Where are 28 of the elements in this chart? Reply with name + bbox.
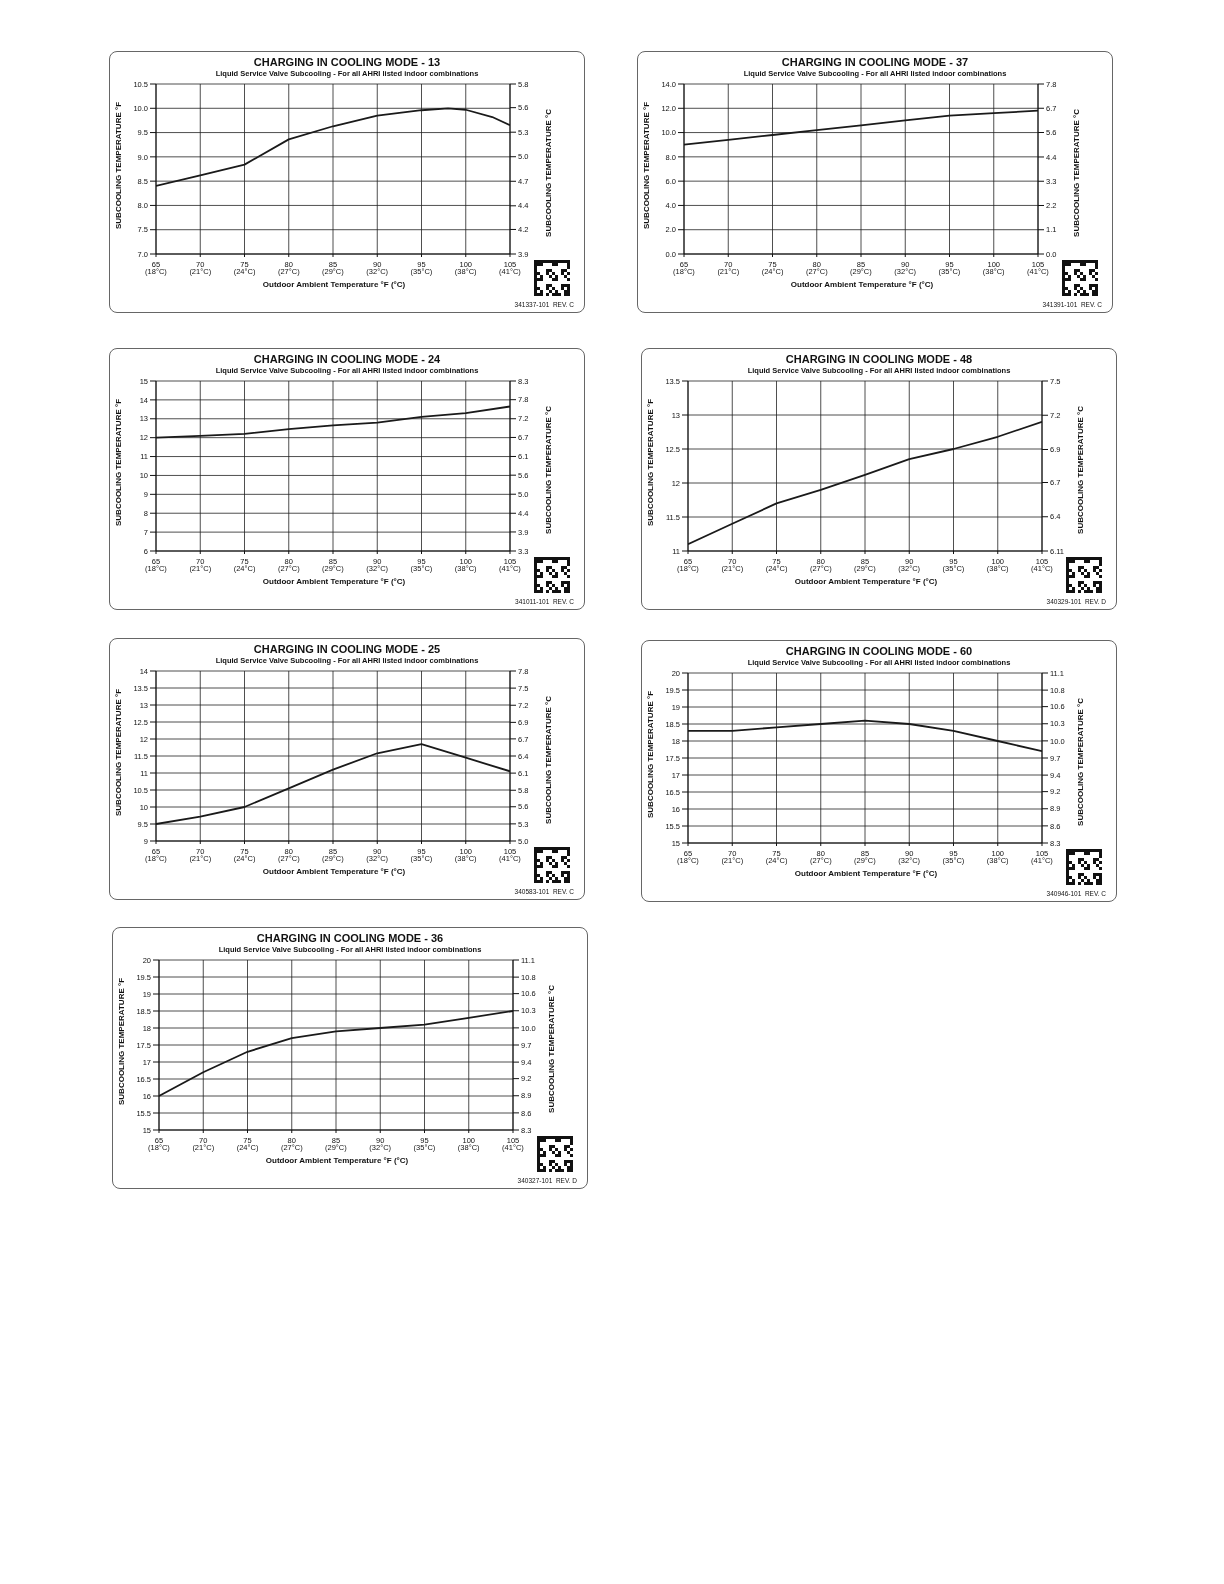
x-axis-title: Outdoor Ambient Temperature °F (°C)	[261, 867, 407, 876]
chart-title: CHARGING IN COOLING MODE - 25	[252, 643, 442, 655]
y2-axis-title: SUBCOOLING TEMPERATURE °C	[546, 984, 556, 1113]
chart-title: CHARGING IN COOLING MODE - 24	[252, 353, 442, 365]
y2-axis-title: SUBCOOLING TEMPERATURE °C	[1075, 405, 1085, 534]
y-axis-title: SUBCOOLING TEMPERATURE °F	[645, 398, 655, 526]
y-axis-title: SUBCOOLING TEMPERATURE °F	[645, 690, 655, 818]
chart-title: CHARGING IN COOLING MODE - 36	[255, 932, 445, 944]
y2-axis-title: SUBCOOLING TEMPERATURE °C	[1071, 108, 1081, 237]
x-axis-title: Outdoor Ambient Temperature °F (°C)	[261, 280, 407, 289]
y2-axis-title: SUBCOOLING TEMPERATURE °C	[543, 108, 553, 237]
x-axis-title: Outdoor Ambient Temperature °F (°C)	[264, 1156, 410, 1165]
y-axis-title: SUBCOOLING TEMPERATURE °F	[113, 101, 123, 229]
chart-title: CHARGING IN COOLING MODE - 37	[780, 56, 970, 68]
chart-title: CHARGING IN COOLING MODE - 60	[784, 645, 974, 657]
y-axis-title: SUBCOOLING TEMPERATURE °F	[113, 688, 123, 816]
y-axis-title: SUBCOOLING TEMPERATURE °F	[113, 398, 123, 526]
x-axis-title: Outdoor Ambient Temperature °F (°C)	[261, 577, 407, 586]
x-axis-title: Outdoor Ambient Temperature °F (°C)	[793, 869, 939, 878]
y-axis-title: SUBCOOLING TEMPERATURE °F	[641, 101, 651, 229]
x-axis-title: Outdoor Ambient Temperature °F (°C)	[793, 577, 939, 586]
x-axis-title: Outdoor Ambient Temperature °F (°C)	[789, 280, 935, 289]
y-axis-title: SUBCOOLING TEMPERATURE °F	[116, 977, 126, 1105]
y2-axis-title: SUBCOOLING TEMPERATURE °C	[543, 405, 553, 534]
chart-title: CHARGING IN COOLING MODE - 48	[784, 353, 974, 365]
y2-axis-title: SUBCOOLING TEMPERATURE °C	[543, 695, 553, 824]
chart-title: CHARGING IN COOLING MODE - 13	[252, 56, 442, 68]
y2-axis-title: SUBCOOLING TEMPERATURE °C	[1075, 697, 1085, 826]
